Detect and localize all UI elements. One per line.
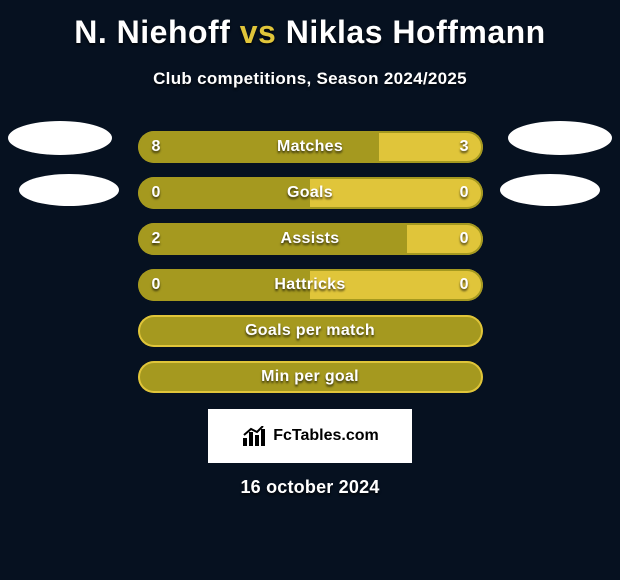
subtitle: Club competitions, Season 2024/2025 [0,69,620,89]
title-player1: N. Niehoff [74,14,239,50]
stat-value-right: 3 [460,131,469,163]
title-player2: Niklas Hoffmann [286,14,546,50]
stat-value-left: 0 [152,269,161,301]
stat-label: Goals [138,177,483,209]
stat-label: Min per goal [138,361,483,393]
stats-container: Matches83Goals00Assists20Hattricks00Goal… [0,131,620,393]
stat-bar-matches: Matches8 3 [138,131,483,163]
stat-label: Goals per match [138,315,483,347]
stat-bar-hattricks: Hattricks0 0 [138,269,483,301]
player1-avatar-secondary [19,174,119,206]
stat-label: Hattricks [138,269,483,301]
player2-avatar-primary [508,121,612,155]
stat-bar-assists: Assists2 0 [138,223,483,255]
chart-icon [241,426,267,446]
chart-date: 16 october 2024 [0,477,620,498]
stat-value-right: 0 [460,269,469,301]
stat-value-left: 0 [152,177,161,209]
stat-value-left: 8 [152,131,161,163]
stat-label: Matches [138,131,483,163]
fctables-badge: FcTables.com [208,409,412,463]
stat-value-right: 0 [460,177,469,209]
stat-label: Assists [138,223,483,255]
player1-avatar-primary [8,121,112,155]
stat-bar-goals: Goals0 0 [138,177,483,209]
page-title: N. Niehoff vs Niklas Hoffmann [0,0,620,51]
stat-value-left: 2 [152,223,161,255]
stat-bar-min-per-goal: Min per goal [138,361,483,393]
player2-avatar-secondary [500,174,600,206]
title-vs: vs [240,14,277,50]
stat-value-right: 0 [460,223,469,255]
stat-bar-goals-per-match: Goals per match [138,315,483,347]
badge-text: FcTables.com [273,427,379,445]
